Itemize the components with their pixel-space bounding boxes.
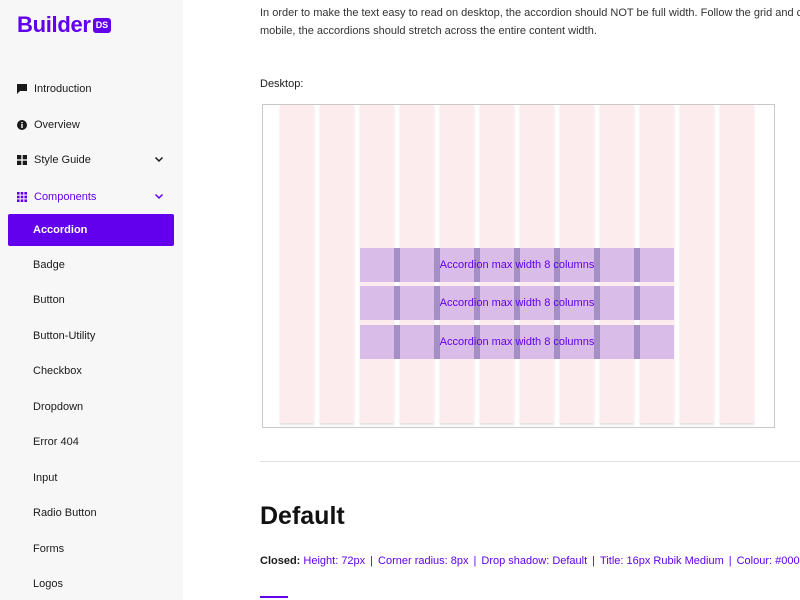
spec-item[interactable]: Drop shadow: Default [481, 555, 588, 567]
main-content: In order to make the text easy to read o… [183, 0, 800, 600]
grid-column [720, 105, 754, 423]
gutter-shade [394, 286, 400, 320]
intro-paragraph: In order to make the text easy to read o… [260, 4, 800, 40]
sidebar-item-overview[interactable]: Overview [8, 109, 174, 141]
gutter-shade [514, 325, 520, 359]
desktop-label: Desktop: [260, 78, 304, 90]
gutter-shade [634, 325, 640, 359]
grid-column [680, 105, 714, 423]
sidebar-item-badge[interactable]: Badge [33, 259, 65, 271]
sidebar-item-label: Accordion [33, 224, 88, 236]
gutter-shade [474, 325, 480, 359]
gutter-shade [474, 286, 480, 320]
chat-bubble-icon [17, 84, 27, 94]
grid-squares-icon [17, 155, 27, 165]
gutter-shade [514, 286, 520, 320]
sidebar: Builder DS Introduction Overview Style G… [0, 0, 183, 600]
gutter-shade [594, 248, 600, 282]
sidebar-item-label: Style Guide [34, 154, 91, 166]
chevron-down-icon[interactable] [154, 191, 164, 201]
sidebar-item-button-utility[interactable]: Button-Utility [33, 330, 96, 342]
gutter-shade [474, 248, 480, 282]
gutter-shade [554, 325, 560, 359]
section-title: Default [260, 502, 345, 530]
gutter-shade [394, 248, 400, 282]
sidebar-item-button[interactable]: Button [33, 294, 65, 306]
gutter-shade [594, 325, 600, 359]
sidebar-item-label: Overview [34, 119, 80, 131]
gutter-shade [554, 286, 560, 320]
spec-item[interactable]: Colour: #000000 [736, 555, 800, 567]
chevron-down-icon[interactable] [154, 154, 164, 164]
apps-grid-icon [17, 192, 27, 202]
sidebar-item-checkbox[interactable]: Checkbox [33, 365, 82, 377]
accordion-example: Accordion max width 8 columns [360, 325, 674, 359]
gutter-shade [634, 286, 640, 320]
sidebar-item-logos[interactable]: Logos [33, 578, 63, 590]
gutter-shade [514, 248, 520, 282]
spec-item[interactable]: Height: 72px [303, 555, 366, 567]
sidebar-item-label: Introduction [34, 83, 92, 95]
gutter-shade [434, 248, 440, 282]
spec-item[interactable]: Title: 16px Rubik Medium [600, 555, 724, 567]
sidebar-item-error-404[interactable]: Error 404 [33, 436, 79, 448]
accordion-example: Accordion max width 8 columns [360, 248, 674, 282]
sidebar-item-label: Components [34, 191, 97, 203]
info-icon [17, 120, 27, 130]
sidebar-item-components[interactable]: Components [8, 181, 174, 213]
accordion-example-label: Accordion max width 8 columns [439, 259, 595, 271]
gutter-shade [594, 286, 600, 320]
grid-column [320, 105, 354, 423]
closed-label: Closed: [260, 555, 301, 567]
intro-line: mobile, the accordions should stretch ac… [260, 25, 597, 37]
sidebar-item-introduction[interactable]: Introduction [8, 73, 174, 105]
sidebar-item-forms[interactable]: Forms [33, 543, 65, 555]
section-divider [260, 461, 800, 462]
accordion-example-label: Accordion max width 8 columns [439, 297, 595, 309]
sidebar-item-input[interactable]: Input [33, 472, 58, 484]
accordion-example: Accordion max width 8 columns [360, 286, 674, 320]
sidebar-item-style-guide[interactable]: Style Guide [8, 144, 174, 176]
sidebar-item-radio-button[interactable]: Radio Button [33, 507, 97, 519]
gutter-shade [434, 325, 440, 359]
accordion-example-label: Accordion max width 8 columns [439, 336, 595, 348]
spec-item[interactable]: Corner radius: 8px [378, 555, 469, 567]
logo-badge: DS [92, 17, 112, 33]
sidebar-item-dropdown[interactable]: Dropdown [33, 401, 84, 413]
logo-text: Builder [17, 12, 91, 37]
sidebar-item-accordion[interactable]: Accordion [8, 214, 174, 246]
gutter-shade [634, 248, 640, 282]
builder-logo[interactable]: Builder DS [17, 12, 112, 38]
grid-column [280, 105, 314, 423]
gutter-shade [394, 325, 400, 359]
desktop-grid-illustration: Accordion max width 8 columns Accordion … [262, 104, 775, 428]
intro-line: In order to make the text easy to read o… [260, 7, 800, 19]
gutter-shade [434, 286, 440, 320]
gutter-shade [554, 248, 560, 282]
tab-indicator [260, 596, 288, 598]
closed-spec-line: Closed: Height: 72px | Corner radius: 8px |… [260, 555, 800, 567]
